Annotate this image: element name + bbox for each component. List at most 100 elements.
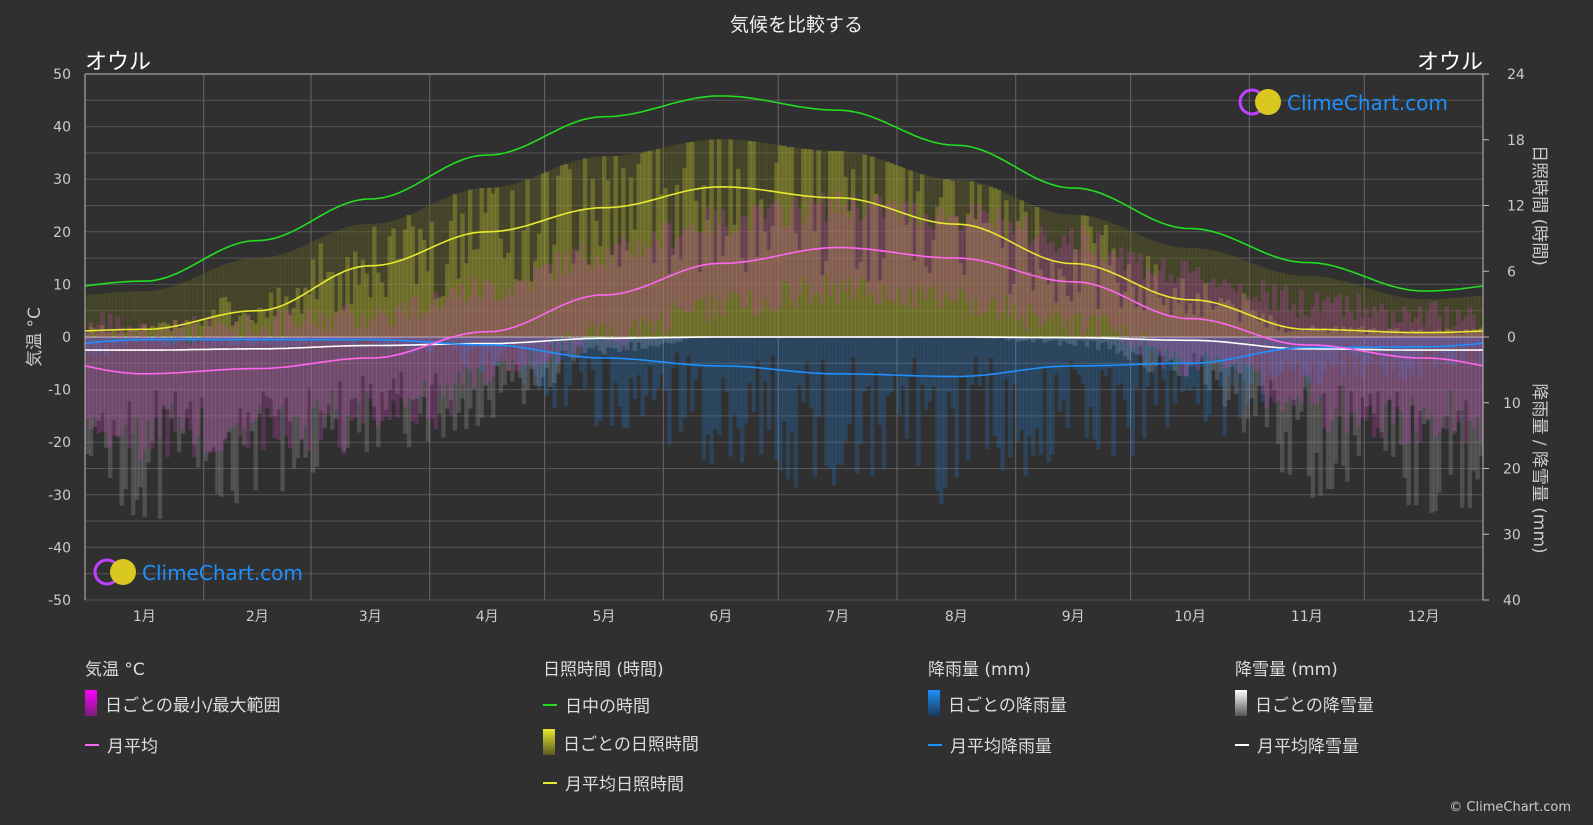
daily-sunshine-bar	[1310, 325, 1316, 337]
daily-daylight-bar	[896, 166, 902, 337]
daily-snow-bar	[582, 337, 588, 353]
daily-rain-bar	[693, 337, 699, 379]
daily-sunshine-bar	[1283, 332, 1289, 337]
daily-snow-bar	[1199, 337, 1204, 356]
daily-temp-range-bar	[146, 336, 151, 421]
daily-rain-bar	[812, 337, 818, 477]
daily-daylight-bar	[1115, 225, 1120, 337]
daily-rain-bar	[1065, 337, 1070, 429]
daily-sunshine-bar	[379, 282, 385, 337]
daily-temp-range-bar	[1437, 316, 1442, 434]
daily-sunshine-bar	[1004, 200, 1009, 337]
daily-daylight-bar	[471, 188, 477, 337]
daily-sunshine-bar	[1199, 316, 1204, 337]
daily-daylight-bar	[161, 288, 167, 337]
daily-rain-bar	[1253, 337, 1258, 352]
daily-snow-bar	[1077, 337, 1082, 341]
daily-snow-bar	[1195, 337, 1201, 363]
daily-sunshine-bar	[1145, 255, 1151, 337]
daily-sunshine-bar	[284, 296, 289, 337]
daily-sunshine-bar	[950, 180, 956, 337]
daily-rain-bar	[874, 337, 879, 372]
daily-snow-bar	[1153, 337, 1159, 367]
daily-temp-range-bar	[1379, 303, 1385, 438]
daily-temp-range-bar	[92, 339, 98, 418]
daily-sunshine-bar	[199, 325, 205, 337]
daily-daylight-bar	[1479, 295, 1484, 337]
daily-sunshine-bar	[628, 177, 634, 337]
daily-sunshine-bar	[1126, 264, 1132, 337]
daily-rain-bar	[1437, 337, 1442, 347]
daily-daylight-bar	[242, 259, 247, 337]
daily-rain-bar	[1276, 337, 1281, 377]
daily-sunshine-bar	[364, 273, 370, 337]
daily-rain-bar	[1260, 337, 1266, 402]
daily-temp-range-bar	[372, 317, 377, 421]
daily-sunshine-bar	[479, 188, 484, 337]
daily-sunshine-bar	[770, 225, 776, 337]
daily-sunshine-bar	[372, 226, 377, 337]
daily-sunshine-bar	[1280, 325, 1285, 337]
daily-sunshine-bar	[452, 194, 458, 337]
daily-snow-bar	[1333, 337, 1339, 464]
daily-daylight-bar	[169, 286, 174, 337]
daily-rain-bar	[1345, 337, 1350, 345]
daily-daylight-bar	[877, 159, 883, 337]
daily-sunshine-bar	[157, 323, 163, 337]
month-tick-label: 7月	[826, 609, 849, 625]
daily-sunshine-bar	[261, 309, 266, 337]
daily-temp-range-bar	[322, 330, 327, 414]
daily-sunshine-bar	[1352, 332, 1358, 337]
daily-sunshine-bar	[441, 296, 446, 337]
daily-snow-bar	[303, 337, 308, 458]
daily-rain-bar	[977, 337, 982, 386]
daily-daylight-bar	[487, 187, 492, 337]
daily-daylight-bar	[1080, 215, 1086, 337]
daily-daylight-bar	[988, 186, 994, 337]
daily-daylight-bar	[720, 139, 726, 337]
right-hours-tick-label: 12	[1507, 199, 1525, 215]
daily-sunshine-bar	[1168, 314, 1174, 337]
daily-snow-bar	[414, 337, 419, 399]
daily-rain-bar	[766, 337, 772, 431]
daily-sunshine-bar	[1264, 327, 1270, 337]
daily-rain-bar	[1046, 337, 1051, 463]
daily-rain-bar	[1000, 337, 1005, 471]
daily-daylight-bar	[912, 171, 917, 337]
daily-sunshine-bar	[521, 230, 527, 337]
daily-sunshine-bar	[609, 254, 615, 337]
daily-sunshine-bar	[245, 315, 251, 337]
daily-temp-range-bar	[1333, 297, 1339, 408]
daily-snow-bar	[333, 337, 339, 420]
daily-snow-bar	[452, 337, 458, 431]
daily-temp-range-bar	[196, 342, 201, 438]
daily-sunshine-bar	[460, 213, 465, 337]
daily-snow-bar	[1115, 337, 1120, 354]
right-hours-tick-label: 24	[1507, 67, 1525, 83]
daily-rain-bar	[456, 337, 461, 341]
daily-daylight-bar	[173, 285, 178, 337]
daily-snow-bar	[107, 337, 113, 478]
daily-sunshine-bar	[111, 330, 117, 337]
daily-rain-bar	[1421, 337, 1427, 346]
daily-sunshine-bar	[816, 150, 821, 337]
daily-sunshine-bar	[789, 147, 795, 337]
daily-snow-bar	[1276, 337, 1281, 445]
daily-snow-bar	[1149, 337, 1155, 373]
daily-rain-bar	[1387, 337, 1392, 345]
daily-temp-range-bar	[1391, 311, 1396, 425]
daily-sunshine-bar	[548, 273, 553, 337]
daily-temp-range-bar	[1452, 325, 1457, 435]
daily-rain-bar	[1168, 337, 1174, 371]
daily-temp-range-bar	[1287, 310, 1293, 398]
daily-temp-range-bar	[402, 302, 408, 407]
daily-rain-bar	[1115, 337, 1120, 386]
daily-daylight-bar	[567, 162, 573, 337]
line-swatch-icon	[1235, 743, 1249, 746]
daily-sunshine-bar	[1165, 297, 1170, 337]
daily-rain-bar	[364, 337, 370, 340]
daily-rain-bar	[705, 337, 710, 435]
daily-daylight-bar	[452, 194, 458, 337]
daily-snow-bar	[674, 337, 680, 342]
daily-daylight-bar	[1034, 207, 1040, 337]
